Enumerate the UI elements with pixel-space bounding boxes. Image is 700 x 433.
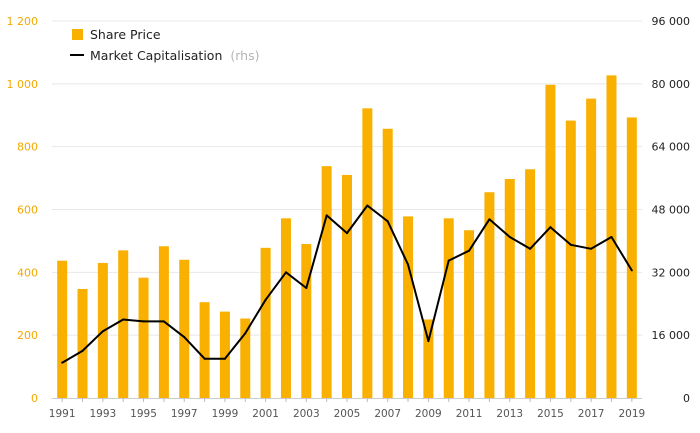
bar <box>240 318 251 398</box>
line-point <box>325 214 328 217</box>
x-axis-tick-label: 2003 <box>293 408 320 420</box>
bar <box>280 218 291 398</box>
right-axis-tick-label: 32 000 <box>652 266 691 279</box>
x-axis-tick-label: 1993 <box>89 408 116 420</box>
line-point <box>549 226 552 229</box>
line-point <box>630 269 633 272</box>
bar <box>199 302 210 398</box>
bar-series-share-price <box>57 75 637 399</box>
line-point <box>386 220 389 223</box>
line-point <box>162 320 165 323</box>
bar <box>219 311 230 398</box>
x-axis-tick-label: 2009 <box>415 408 442 420</box>
x-axis-tick-label: 2005 <box>334 408 361 420</box>
line-point <box>610 235 613 238</box>
x-axis-tick-label: 1997 <box>171 408 198 420</box>
bar <box>342 174 352 398</box>
line-point <box>305 287 308 290</box>
left-axis-tick-label: 400 <box>17 266 38 279</box>
line-point <box>590 247 593 250</box>
bar <box>565 120 576 399</box>
line-point <box>488 218 491 221</box>
line-point <box>468 249 471 252</box>
bar <box>321 166 332 398</box>
left-axis-tick-label: 0 <box>31 392 38 405</box>
left-axis-tick-label: 200 <box>17 329 38 342</box>
bar <box>57 260 68 398</box>
right-axis-tick-label: 48 000 <box>652 204 691 217</box>
line-point <box>142 320 145 323</box>
line-point <box>61 361 64 364</box>
line-point <box>366 204 369 207</box>
line-point <box>569 243 572 246</box>
bar <box>545 84 556 399</box>
bar <box>362 108 373 399</box>
line-point <box>529 247 532 250</box>
x-axis-tick-label: 2013 <box>496 408 523 420</box>
bar <box>626 117 637 399</box>
line-point <box>346 232 348 235</box>
bar <box>443 218 454 398</box>
bar <box>118 250 129 398</box>
x-axis-tick-label: 2001 <box>252 408 279 420</box>
bar <box>525 169 536 398</box>
bar <box>464 230 475 398</box>
bar <box>403 216 414 398</box>
x-axis-tick-label: 1991 <box>49 408 76 420</box>
x-axis-tick-label: 2015 <box>537 408 564 420</box>
legend-swatch-share-price <box>72 29 83 40</box>
left-axis-tick-label: 600 <box>17 204 38 217</box>
bar <box>504 179 515 398</box>
legend-label-market-capitalisation-name: Market Capitalisation <box>90 48 222 63</box>
right-axis-tick-label: 80 000 <box>652 78 691 91</box>
line-point <box>203 357 206 360</box>
line-point <box>244 332 247 335</box>
right-axis-tick-label: 64 000 <box>652 141 691 154</box>
x-axis-tick-label: 2017 <box>578 408 605 420</box>
bar <box>77 288 88 398</box>
right-axis-tick-label: 0 <box>683 392 690 405</box>
x-axis-tick-label: 1995 <box>130 408 157 420</box>
legend-label-market-capitalisation: Market Capitalisation (rhs) <box>90 47 259 64</box>
left-axis-tick-label: 800 <box>17 141 38 154</box>
right-axis-tick-label: 96 000 <box>652 15 691 28</box>
legend-label-share-price: Share Price <box>90 27 161 42</box>
bar <box>423 319 434 398</box>
line-point <box>407 263 410 266</box>
line-point <box>427 340 430 343</box>
line-point <box>101 330 104 333</box>
line-point <box>81 349 84 352</box>
line-point <box>223 357 226 360</box>
left-axis-tick-label: 1 200 <box>7 15 39 28</box>
legend-label-rhs: (rhs) <box>230 48 259 63</box>
bar <box>260 247 271 398</box>
line-point <box>284 271 287 274</box>
bar <box>179 259 190 398</box>
line-point <box>264 298 267 301</box>
line-series-market-capitalisation <box>61 204 633 364</box>
line-point <box>508 235 511 238</box>
x-axis-tick-label: 2019 <box>618 408 645 420</box>
x-axis-tick-label: 2007 <box>374 408 401 420</box>
bar <box>301 244 312 398</box>
line-point <box>183 336 186 339</box>
right-axis-tick-label: 16 000 <box>652 329 691 342</box>
x-axis-tick-label: 2011 <box>456 408 483 420</box>
line-point <box>447 259 450 262</box>
left-axis-tick-label: 1 000 <box>7 78 39 91</box>
line-point <box>122 318 125 321</box>
legend: Share Price Market Capitalisation (rhs) <box>70 27 259 64</box>
bar <box>138 277 149 398</box>
x-axis-tick-label: 1999 <box>212 408 239 420</box>
bar <box>382 128 393 399</box>
axes: 0 0 200 16 000 400 32 000 600 48 000 800 64 000 1 … <box>7 15 691 420</box>
bar <box>484 192 495 398</box>
